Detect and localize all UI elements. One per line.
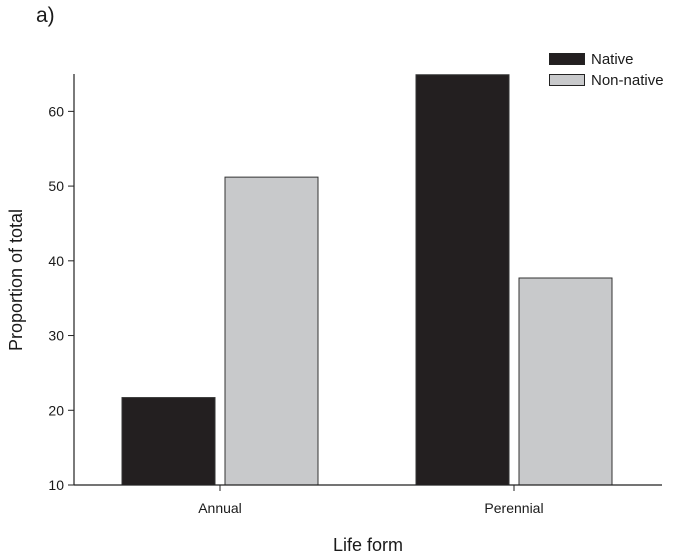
y-tick-label-50: 50 [48, 178, 64, 194]
bar-non-native-perennial [518, 277, 613, 486]
bar-native-annual [121, 397, 216, 486]
y-tick-label-60: 60 [48, 103, 64, 119]
y-tick-label-10: 10 [48, 477, 64, 493]
y-axis-title: Proportion of total [6, 209, 26, 351]
legend-label-non-native: Non-native [591, 71, 664, 89]
legend-label-native: Native [591, 50, 634, 68]
axes-group: Annual Perennial 10 20 30 40 50 60 [48, 74, 662, 516]
bars-group [121, 74, 613, 486]
y-tick-label-20: 20 [48, 402, 64, 418]
legend-item-native: Native [549, 49, 664, 69]
legend-swatch-native [549, 53, 585, 65]
legend-item-non-native: Non-native [549, 70, 664, 90]
y-tick-label-40: 40 [48, 253, 64, 269]
x-tick-label-annual: Annual [198, 500, 242, 516]
x-axis-title: Life form [333, 535, 403, 555]
legend-swatch-non-native [549, 74, 585, 86]
legend: Native Non-native [549, 49, 664, 91]
panel-label: a) [36, 4, 55, 27]
x-tick-label-perennial: Perennial [484, 500, 543, 516]
y-tick-label-30: 30 [48, 328, 64, 344]
bar-non-native-annual [224, 176, 319, 486]
bar-native-perennial [415, 74, 510, 486]
